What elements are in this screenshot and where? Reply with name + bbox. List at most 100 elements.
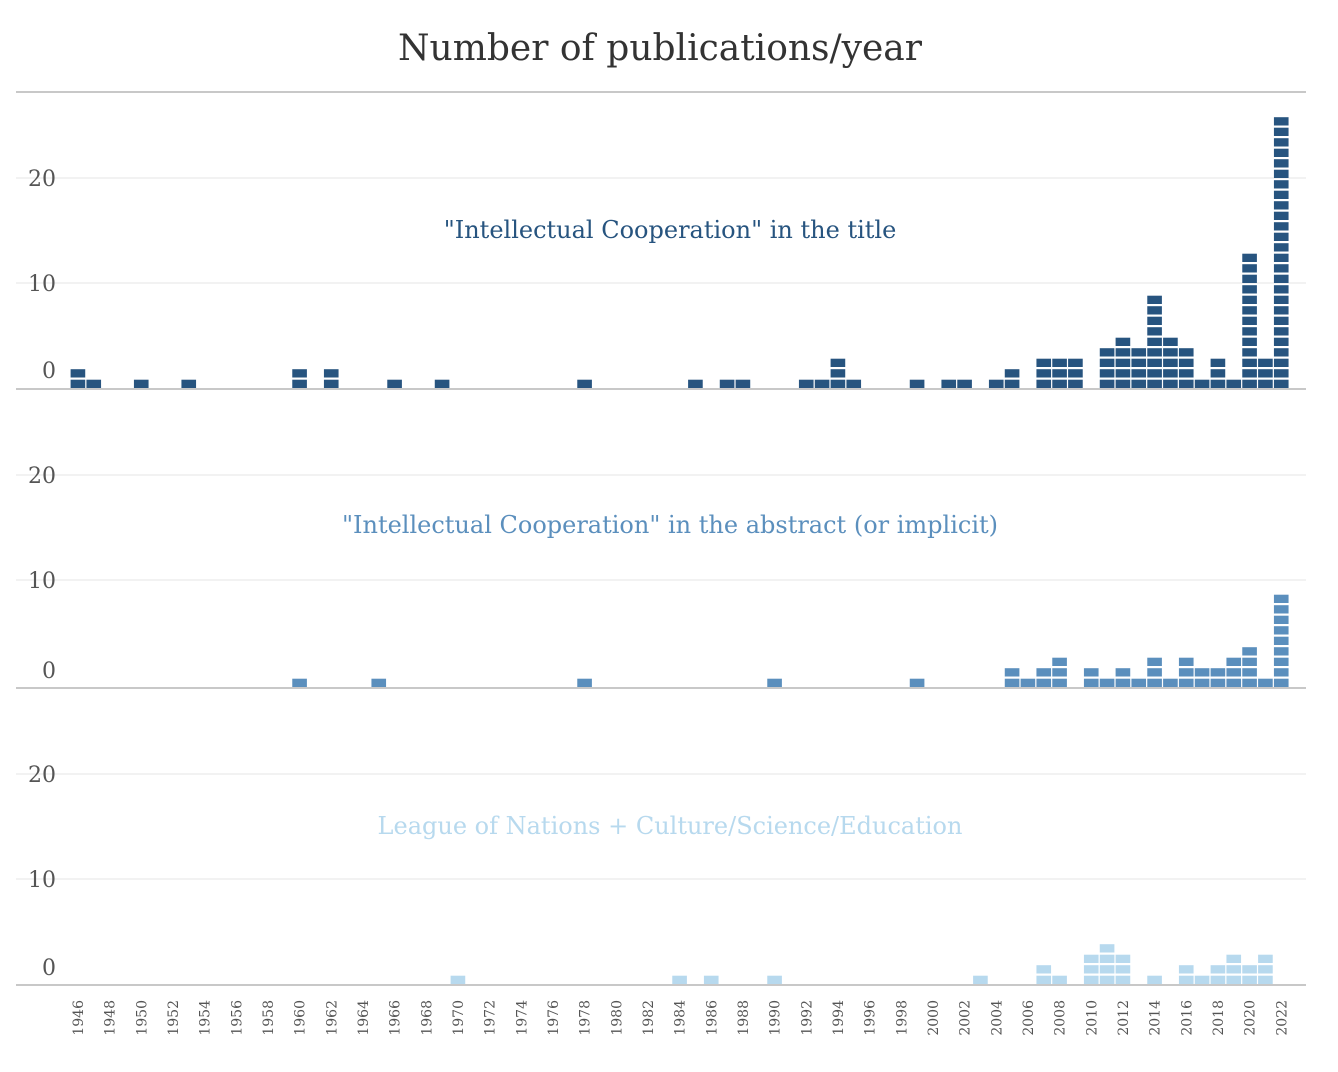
bar-unit-2022 [1273,379,1289,388]
bar-unit-1978 [577,678,592,687]
y-tick-label: 0 [42,956,56,981]
bar-unit-1988 [735,379,751,388]
bar-unit-1962 [323,369,339,378]
x-tick-label: 1952 [166,1000,182,1036]
x-tick-label: 2004 [989,1000,1005,1036]
bar-unit-2011 [1099,975,1115,984]
bar-unit-2022 [1273,306,1289,315]
x-tick-label: 1996 [863,1000,879,1036]
bar-unit-2007 [1036,965,1052,974]
bar-unit-2022 [1273,201,1289,210]
bar-unit-2010 [1083,965,1099,974]
x-tick-label: 1946 [71,1000,87,1036]
bar-unit-1985 [688,379,703,388]
bar-unit-2022 [1273,348,1289,357]
bar-unit-1966 [387,379,402,388]
bar-unit-1947 [86,379,102,388]
bar-unit-2015 [1163,369,1178,378]
bar-unit-2021 [1258,965,1273,974]
x-tick-label: 1978 [578,1000,594,1036]
bar-unit-2020 [1242,285,1257,294]
bar-unit-2019 [1226,668,1242,677]
bar-unit-2016 [1178,668,1194,677]
bar-unit-1995 [846,379,862,388]
x-tick-label: 1960 [293,1000,309,1036]
bar-unit-2020 [1242,274,1257,283]
bar-unit-2015 [1163,348,1178,357]
bar-unit-2007 [1036,668,1052,677]
bar-unit-2022 [1273,117,1289,126]
bar-unit-1992 [798,379,814,388]
bar-unit-1999 [909,379,925,388]
y-tick-label: 10 [28,569,56,594]
x-tick-label: 1988 [736,1000,752,1036]
bar-unit-2020 [1242,379,1257,388]
bar-unit-2007 [1036,358,1052,367]
x-tick-label: 1964 [356,1000,372,1036]
bar-unit-2009 [1068,379,1083,388]
bar-unit-2011 [1099,678,1115,687]
bar-unit-2022 [1273,127,1289,136]
x-tick-label: 1982 [641,1000,657,1036]
bar-unit-2022 [1273,274,1289,283]
bar-unit-2004 [988,379,1004,388]
bar-unit-2020 [1242,306,1257,315]
bar-unit-2008 [1052,678,1067,687]
y-tick-label: 10 [28,272,56,297]
x-tick-label: 1948 [103,1000,119,1036]
x-tick-label: 1966 [388,1000,404,1036]
bar-unit-2022 [1273,211,1289,220]
bar-unit-2018 [1210,678,1226,687]
bar-unit-2016 [1178,965,1194,974]
y-tick-label: 20 [28,464,56,489]
bar-unit-1984 [672,975,687,984]
bar-unit-2016 [1178,975,1194,984]
bar-unit-2019 [1226,657,1242,666]
bar-unit-2014 [1147,369,1162,378]
bar-unit-2008 [1052,358,1067,367]
bar-unit-2013 [1131,358,1147,367]
x-tick-label: 2014 [1148,1000,1164,1036]
bar-unit-2005 [1004,369,1020,378]
bar-unit-2005 [1004,379,1020,388]
bar-unit-1950 [133,379,149,388]
bar-unit-2017 [1194,975,1210,984]
bar-unit-2008 [1052,657,1067,666]
bar-unit-2013 [1131,348,1147,357]
bar-unit-2022 [1273,337,1289,346]
bar-unit-2001 [941,379,957,388]
bar-unit-1986 [703,975,719,984]
bar-unit-2020 [1242,253,1257,262]
bar-unit-2018 [1210,668,1226,677]
bar-unit-1960 [292,379,307,388]
bar-unit-2022 [1273,316,1289,325]
x-tick-label: 2008 [1053,1000,1069,1036]
y-tick-label: 0 [42,359,56,384]
bar-unit-2020 [1242,327,1257,336]
bar-unit-2005 [1004,678,1020,687]
bar-unit-2020 [1242,348,1257,357]
x-tick-label: 1974 [514,1000,530,1036]
bar-unit-2019 [1226,678,1242,687]
bar-unit-2011 [1099,954,1115,963]
x-axis: 1946 1948 1950 1952 1954 1956 1958 1960 1962 1964… [71,1000,1290,1036]
bar-unit-2022 [1273,369,1289,378]
bar-unit-1999 [909,678,925,687]
x-tick-label: 1994 [831,1000,847,1036]
bar-unit-2022 [1273,626,1289,635]
bar-unit-2010 [1083,668,1099,677]
bar-unit-1960 [292,678,307,687]
x-tick-label: 2010 [1084,1000,1100,1036]
bar-unit-2013 [1131,678,1147,687]
y-tick-label: 20 [28,763,56,788]
bar-unit-2018 [1210,379,1226,388]
bar-unit-1987 [719,379,735,388]
panel-2: 0 10 20 "Intellectual Cooperation" in the a… [16,464,1306,689]
bar-unit-2019 [1226,379,1242,388]
bar-unit-2014 [1147,337,1162,346]
bar-unit-2016 [1178,358,1194,367]
bar-unit-2019 [1226,954,1242,963]
x-tick-label: 1972 [483,1000,499,1036]
bar-unit-2013 [1131,369,1147,378]
